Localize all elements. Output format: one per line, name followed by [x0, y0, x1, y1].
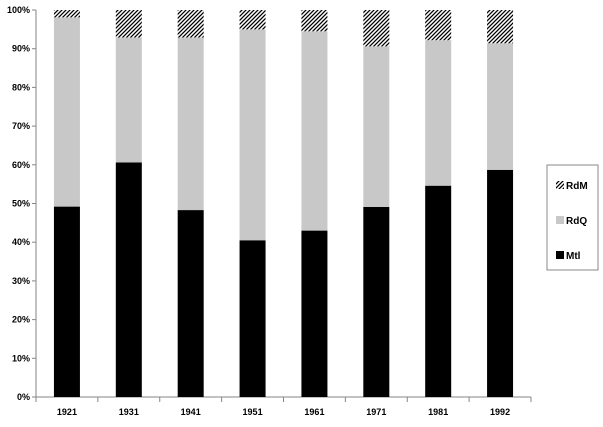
legend-label-rdm: RdM [566, 181, 588, 192]
x-tick-label: 1971 [366, 407, 386, 417]
y-tick-label: 100% [7, 5, 30, 15]
bar-rdq [53, 17, 80, 207]
bar-mtl [301, 230, 328, 397]
legend-swatch-mtl [556, 251, 564, 259]
bar-mtl [115, 162, 142, 397]
legend-swatch-rdm [556, 181, 564, 189]
bar-mtl [177, 210, 204, 397]
y-tick-label: 80% [12, 82, 30, 92]
bar-mtl [53, 206, 80, 397]
y-tick-label: 90% [12, 44, 30, 54]
bar-rdm [53, 10, 80, 18]
x-tick-label: 1941 [181, 407, 201, 417]
x-tick-label: 1951 [243, 407, 263, 417]
bar-mtl [239, 240, 266, 397]
legend-label-rdq: RdQ [566, 216, 587, 227]
legend-box [546, 164, 599, 271]
bar-rdm [239, 10, 266, 30]
bar-mtl [425, 185, 452, 397]
x-tick-label: 1961 [304, 407, 324, 417]
bar-rdq [239, 29, 266, 241]
x-tick-label: 1921 [57, 407, 77, 417]
bar-rdq [487, 43, 514, 170]
legend-swatch-rdq [556, 216, 564, 224]
bar-rdq [177, 37, 204, 211]
y-tick-label: 70% [12, 121, 30, 131]
bar-rdq [301, 31, 328, 231]
bar-rdq [115, 37, 142, 163]
y-tick-label: 10% [12, 353, 30, 363]
bar-rdm [425, 10, 452, 41]
bar-rdm [115, 10, 142, 38]
y-tick-label: 40% [12, 237, 30, 247]
y-tick-label: 0% [17, 392, 30, 402]
bar-rdq [425, 40, 452, 186]
legend-label-mtl: Mtl [566, 251, 581, 262]
x-tick-label: 1931 [119, 407, 139, 417]
y-tick-label: 20% [12, 315, 30, 325]
y-tick-label: 60% [12, 160, 30, 170]
bar-rdm [487, 10, 514, 44]
bar-rdq [363, 46, 390, 207]
bar-mtl [363, 206, 390, 397]
bar-rdm [177, 10, 204, 38]
x-tick-label: 1992 [490, 407, 510, 417]
bar-rdm [363, 10, 390, 47]
bar-mtl [487, 169, 514, 397]
bar-rdm [301, 10, 328, 32]
y-tick-label: 50% [12, 199, 30, 209]
x-tick-label: 1981 [428, 407, 448, 417]
y-tick-label: 30% [12, 276, 30, 286]
